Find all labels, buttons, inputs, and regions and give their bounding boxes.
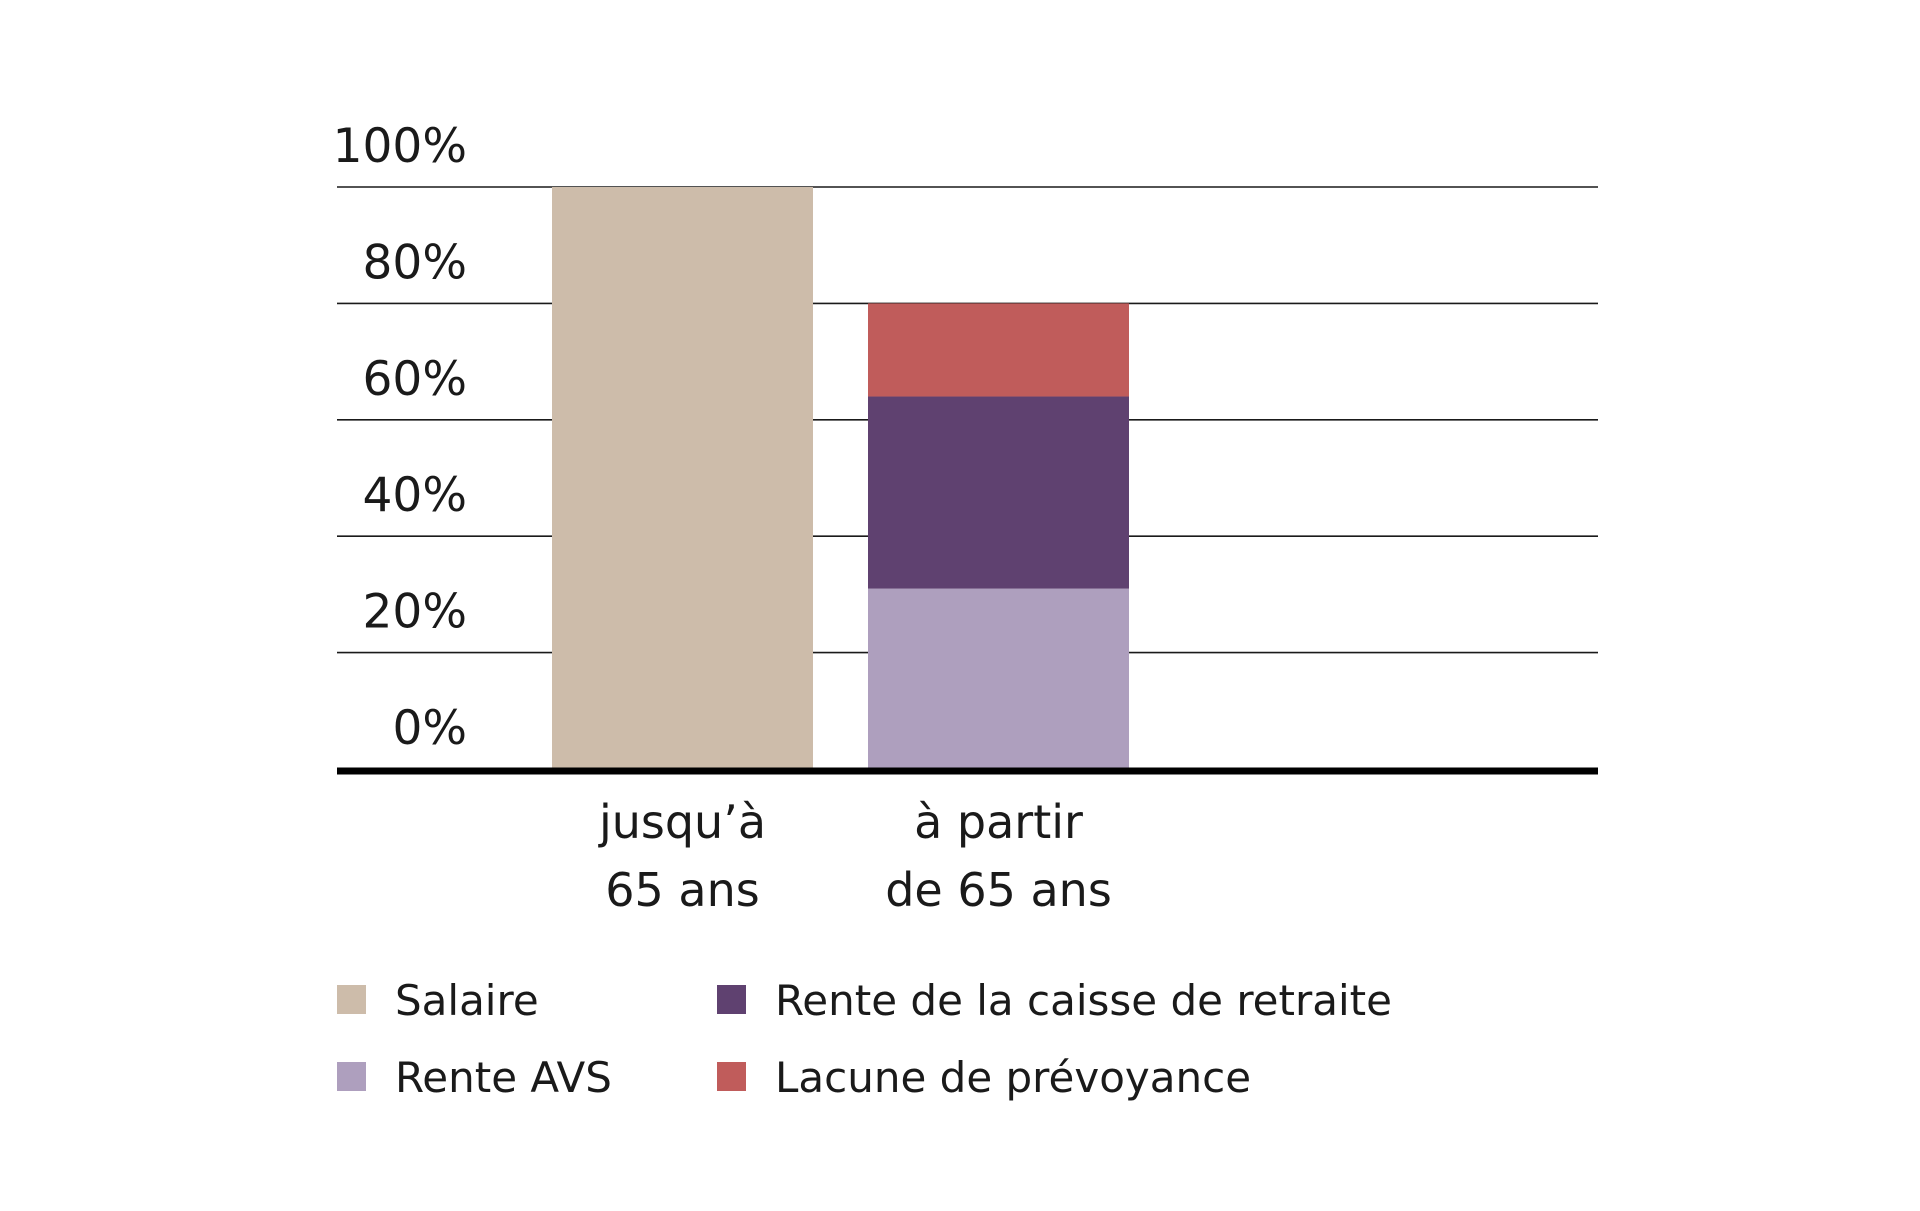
bar-2-rente-de-la-caisse-de-retraite — [868, 396, 1129, 589]
y-tick-label-80: 80% — [363, 235, 467, 290]
category-label-2-line-1: à partir — [914, 795, 1083, 849]
legend-swatch-rente-avs — [337, 1062, 366, 1091]
bars — [552, 187, 1129, 769]
category-labels: jusqu’à 65 ans à partir de 65 ans — [598, 795, 1112, 917]
y-tick-labels: 0% 20% 40% 60% 80% 100% — [333, 119, 467, 756]
legend-label-rente-de-la-caisse-de-retraite: Rente de la caisse de retraite — [775, 976, 1392, 1025]
y-tick-label-40: 40% — [363, 468, 467, 523]
category-label-1-line-1: jusqu’à — [598, 795, 766, 849]
legend: Salaire Rente de la caisse de retraite Ren… — [337, 976, 1392, 1102]
legend-swatch-rente-de-la-caisse-de-retraite — [717, 985, 746, 1014]
legend-label-lacune-de-pr-voyance: Lacune de prévoyance — [775, 1053, 1251, 1102]
bar-2-rente-avs — [868, 588, 1129, 769]
bar-1-salaire — [552, 187, 813, 769]
legend-swatch-salaire — [337, 985, 366, 1014]
y-tick-label-60: 60% — [363, 352, 467, 407]
y-tick-label-100: 100% — [333, 119, 467, 174]
legend-swatch-lacune-de-pr-voyance — [717, 1062, 746, 1091]
legend-label-salaire: Salaire — [395, 976, 539, 1025]
category-label-1-line-2: 65 ans — [605, 863, 759, 917]
category-label-2-line-2: de 65 ans — [885, 863, 1112, 917]
bar-2-lacune-de-pr-voyance — [868, 303, 1129, 397]
y-tick-label-20: 20% — [363, 585, 467, 640]
y-tick-label-0: 0% — [392, 701, 467, 756]
legend-label-rente-avs: Rente AVS — [395, 1053, 612, 1102]
